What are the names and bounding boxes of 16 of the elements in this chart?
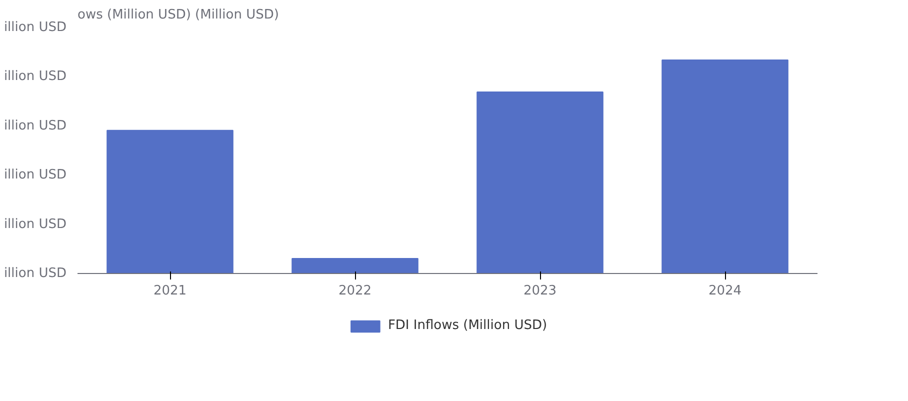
x-tick-label: 2024 (708, 283, 742, 298)
text: illion USD (4, 216, 67, 232)
text: illion USD (4, 168, 67, 183)
legend-label: FDI Inflows (Million USD) (388, 318, 548, 333)
x-tick-label: 2023 (523, 283, 557, 298)
x-tick-label: 2022 (338, 283, 372, 298)
bar (476, 91, 604, 274)
bar (106, 130, 234, 274)
text: illion USD (4, 69, 67, 84)
y-axis-title: ows (Million USD) (Million USD) (78, 8, 279, 22)
text: illion USD (4, 118, 67, 134)
bar (292, 258, 418, 274)
text: illion USD (4, 266, 67, 281)
text: illion USD (4, 20, 67, 35)
bar (662, 59, 788, 274)
x-tick-label: 2021 (153, 283, 187, 298)
